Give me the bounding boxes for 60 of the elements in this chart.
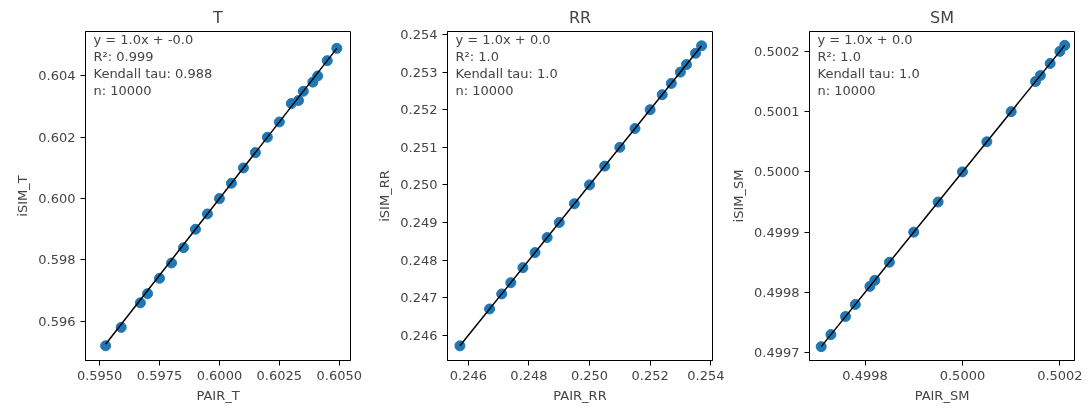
x-tick-label: 0.246: [449, 367, 488, 383]
y-tick-label: 0.5002: [754, 43, 800, 59]
y-tick-label: 0.246: [400, 327, 438, 343]
y-tick-label: 0.253: [400, 64, 438, 80]
y-tick-label: 0.250: [400, 177, 438, 193]
annotation: Kendall tau: 1.0: [455, 65, 558, 81]
annotation: R²: 1.0: [817, 48, 861, 64]
y-tick-label: 0.4997: [754, 345, 800, 361]
annotation: n: 10000: [93, 82, 152, 98]
x-tick-label: 0.6050: [316, 367, 362, 383]
annotation: R²: 0.999: [93, 48, 154, 64]
y-axis-title: iSIM_SM: [731, 169, 747, 223]
x-tick-label: 0.5975: [136, 367, 183, 383]
y-tick-label: 0.4998: [754, 284, 800, 300]
x-tick-label: 0.4998: [842, 367, 888, 383]
point: [100, 340, 112, 352]
y-tick-label: 0.251: [400, 139, 438, 155]
x-tick-label: 0.5000: [939, 367, 986, 383]
annotation: y = 1.0x + 0.0: [455, 31, 551, 47]
point: [331, 42, 343, 54]
y-tick-label: 0.604: [38, 68, 76, 84]
x-axis-title: PAIR_RR: [553, 387, 607, 403]
annotation: R²: 1.0: [455, 48, 499, 64]
annotation: y = 1.0x + -0.0: [93, 31, 194, 47]
y-tick-label: 0.600: [38, 191, 76, 207]
annotation: n: 10000: [817, 82, 876, 98]
annotation: Kendall tau: 1.0: [817, 65, 920, 81]
x-axis-title: PAIR_T: [196, 387, 240, 403]
x-tick-label: 0.6000: [196, 367, 243, 383]
x-tick-label: 0.5002: [1037, 367, 1083, 383]
chart-title: RR: [568, 7, 592, 27]
y-tick-label: 0.5000: [754, 164, 800, 180]
y-tick-label: 0.602: [38, 129, 76, 145]
x-tick-label: 0.250: [570, 367, 609, 383]
chart-title: SM: [930, 7, 954, 27]
x-tick-label: 0.6025: [256, 367, 303, 383]
point: [1059, 39, 1071, 51]
annotation: y = 1.0x + 0.0: [817, 31, 913, 47]
y-tick-label: 0.5001: [754, 104, 800, 120]
x-tick-label: 0.5950: [76, 367, 123, 383]
y-tick-label: 0.249: [400, 215, 438, 231]
y-axis-title: iSIM_RR: [377, 170, 393, 222]
x-tick-label: 0.252: [631, 367, 669, 383]
y-tick-label: 0.598: [38, 252, 76, 268]
x-axis-title: PAIR_SM: [914, 387, 970, 403]
x-tick-label: 0.254: [687, 367, 725, 383]
chart-title: T: [212, 7, 224, 27]
point: [815, 341, 827, 353]
y-tick-label: 0.248: [400, 252, 438, 268]
x-tick-label: 0.248: [510, 367, 548, 383]
y-tick-label: 0.4999: [754, 224, 800, 240]
y-axis-title: iSIM_T: [15, 175, 31, 217]
y-tick-label: 0.254: [400, 27, 438, 43]
point: [454, 340, 466, 352]
y-tick-label: 0.596: [38, 313, 76, 329]
annotation: n: 10000: [455, 82, 514, 98]
y-tick-label: 0.252: [400, 102, 438, 118]
y-tick-label: 0.247: [400, 290, 438, 306]
annotation: Kendall tau: 0.988: [93, 65, 213, 81]
point: [696, 40, 708, 52]
